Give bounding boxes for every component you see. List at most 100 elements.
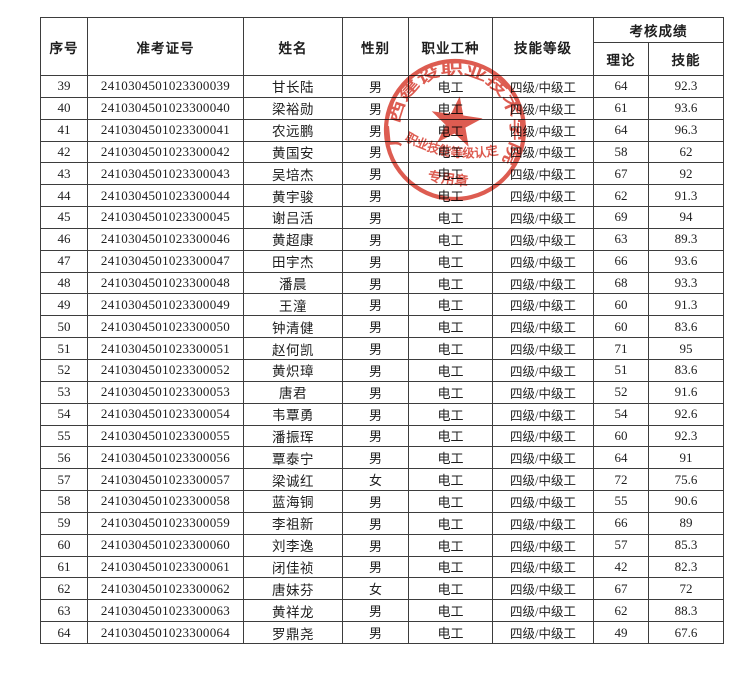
cell-ticket: 2410304501023300044 [87,184,244,208]
cell-level: 四级/中级工 [492,468,594,492]
cell-theory: 72 [593,468,649,492]
cell-ticket: 2410304501023300056 [87,446,244,470]
cell-serial: 49 [40,293,88,317]
cell-level: 四级/中级工 [492,402,594,426]
cell-level: 四级/中级工 [492,533,594,557]
cell-theory: 52 [593,380,649,404]
cell-serial: 47 [40,249,88,273]
cell-gender: 男 [342,533,409,557]
cell-theory: 64 [593,75,649,98]
cell-gender: 女 [342,577,409,601]
table-row: 42 2410304501023300042 黄国安男电工 四级/中级工 58 62 [40,140,724,164]
cell-theory: 57 [593,533,649,557]
cell-gender: 男 [342,490,409,513]
cell-name: 梁诚红 [243,468,343,492]
cell-trade: 电工 [408,380,493,404]
cell-name: 黄炽璋 [243,358,343,382]
cell-serial: 64 [40,621,88,644]
cell-name: 田宇杰 [243,249,343,273]
cell-serial: 46 [40,227,88,251]
header-skill: 技能 [648,42,724,76]
cell-level: 四级/中级工 [492,358,594,382]
cell-serial: 48 [40,271,88,295]
cell-name: 黄国安 [243,140,343,164]
table-row: 55 2410304501023300055 潘振珲男电工 四级/中级工 60 92.3 [40,424,724,448]
cell-level: 四级/中级工 [492,96,594,120]
cell-skill: 94 [648,206,724,229]
cell-theory: 42 [593,555,649,579]
cell-skill: 89 [648,511,724,535]
cell-trade: 电工 [408,293,493,317]
cell-skill: 85.3 [648,533,724,557]
cell-name: 黄祥龙 [243,599,343,623]
cell-name: 唐君 [243,380,343,404]
cell-skill: 91.3 [648,184,724,208]
cell-name: 谢吕活 [243,206,343,229]
cell-skill: 75.6 [648,468,724,492]
table-row: 59 2410304501023300059 李祖新男电工 四级/中级工 66 89 [40,511,724,535]
cell-trade: 电工 [408,599,493,623]
table-row: 52 2410304501023300052 黄炽璋男电工 四级/中级工 51 83.6 [40,358,724,382]
cell-gender: 男 [342,293,409,317]
cell-skill: 96.3 [648,118,724,142]
cell-skill: 92 [648,162,724,186]
cell-skill: 93.6 [648,249,724,273]
cell-gender: 男 [342,249,409,273]
table-row: 57 2410304501023300057 梁诚红女电工 四级/中级工 72 75.6 [40,468,724,492]
cell-level: 四级/中级工 [492,577,594,601]
cell-ticket: 2410304501023300042 [87,140,244,164]
header-ticket: 准考证号 [87,17,244,76]
cell-serial: 55 [40,424,88,448]
cell-skill: 88.3 [648,599,724,623]
cell-theory: 71 [593,337,649,360]
cell-skill: 83.6 [648,315,724,339]
table-row: 58 2410304501023300058 蓝海铜男电工 四级/中级工 55 90.6 [40,490,724,513]
cell-ticket: 2410304501023300063 [87,599,244,623]
table-row: 45 2410304501023300045 谢吕活男电工 四级/中级工 69 94 [40,206,724,229]
cell-gender: 男 [342,75,409,98]
table-row: 43 2410304501023300043 吴培杰男电工 四级/中级工 67 92 [40,162,724,186]
cell-ticket: 2410304501023300054 [87,402,244,426]
table-header: 序号 准考证号 姓名 性别 职业工种 技能等级 考核成绩 理论 技能 [40,17,724,76]
header-theory: 理论 [593,42,649,76]
cell-name: 刘李逸 [243,533,343,557]
cell-serial: 44 [40,184,88,208]
cell-ticket: 2410304501023300060 [87,533,244,557]
cell-name: 韦覃勇 [243,402,343,426]
cell-serial: 63 [40,599,88,623]
cell-level: 四级/中级工 [492,621,594,644]
cell-trade: 电工 [408,249,493,273]
cell-serial: 45 [40,206,88,229]
table-row: 63 2410304501023300063 黄祥龙男电工 四级/中级工 62 88.3 [40,599,724,623]
results-table: 序号 准考证号 姓名 性别 职业工种 技能等级 考核成绩 理论 技能 39 241… [40,17,724,644]
cell-theory: 64 [593,118,649,142]
cell-theory: 67 [593,577,649,601]
cell-theory: 60 [593,293,649,317]
cell-level: 四级/中级工 [492,446,594,470]
cell-gender: 男 [342,358,409,382]
cell-ticket: 2410304501023300061 [87,555,244,579]
cell-skill: 93.3 [648,271,724,295]
cell-trade: 电工 [408,271,493,295]
cell-gender: 男 [342,337,409,360]
table-row: 64 2410304501023300064 罗鼎尧男电工 四级/中级工 49 67.6 [40,621,724,644]
table-row: 62 2410304501023300062 唐妹芬女电工 四级/中级工 67 72 [40,577,724,601]
cell-trade: 电工 [408,162,493,186]
cell-level: 四级/中级工 [492,140,594,164]
cell-theory: 66 [593,249,649,273]
cell-skill: 83.6 [648,358,724,382]
cell-theory: 68 [593,271,649,295]
cell-name: 吴培杰 [243,162,343,186]
cell-gender: 男 [342,227,409,251]
cell-serial: 59 [40,511,88,535]
header-serial: 序号 [40,17,88,76]
cell-gender: 男 [342,96,409,120]
cell-serial: 42 [40,140,88,164]
cell-theory: 60 [593,315,649,339]
cell-theory: 55 [593,490,649,513]
cell-gender: 男 [342,555,409,579]
cell-trade: 电工 [408,468,493,492]
cell-trade: 电工 [408,206,493,229]
cell-trade: 电工 [408,358,493,382]
cell-gender: 男 [342,511,409,535]
